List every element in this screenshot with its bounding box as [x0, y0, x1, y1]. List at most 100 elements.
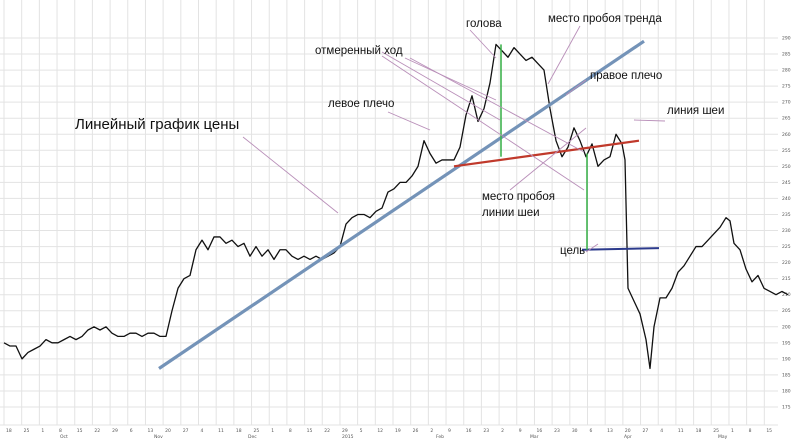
x-tick-label: 22 [324, 428, 330, 434]
label-measured-move: отмеренный ход [315, 45, 403, 57]
x-tick-label: 9 [519, 428, 522, 434]
label-head: голова [466, 18, 502, 30]
x-month-label: Mar [530, 434, 539, 440]
y-tick-label: 235 [782, 212, 791, 218]
annotation-leader-line [585, 243, 599, 253]
x-tick-label: 26 [413, 428, 419, 434]
x-tick-label: 22 [94, 428, 100, 434]
y-tick-label: 200 [782, 324, 791, 330]
annotation-leaders [242, 25, 666, 253]
x-tick-label: 6 [590, 428, 593, 434]
y-tick-label: 190 [782, 356, 791, 362]
x-month-label: Apr [624, 434, 632, 440]
x-tick-label: 25 [24, 428, 30, 434]
y-tick-label: 290 [782, 36, 791, 42]
x-tick-label: 16 [466, 428, 472, 434]
x-tick-label: 8 [289, 428, 292, 434]
y-tick-label: 220 [782, 260, 791, 266]
y-tick-label: 250 [782, 164, 791, 170]
x-month-label: Nov [154, 434, 163, 440]
annotation-leader-line [242, 136, 339, 214]
label-neckline: линия шеи [667, 105, 724, 117]
annotation-leader-line [469, 29, 497, 59]
x-tick-label: 23 [483, 428, 489, 434]
x-tick-label: 29 [342, 428, 348, 434]
annotation-leader-line [381, 55, 585, 191]
x-tick-label: 18 [236, 428, 242, 434]
x-tick-label: 8 [59, 428, 62, 434]
price-line [3, 43, 789, 370]
annotation-leader-line [547, 25, 581, 85]
x-tick-label: 8 [749, 428, 752, 434]
y-tick-label: 270 [782, 100, 791, 106]
target-line [581, 247, 660, 251]
label-target: цель [560, 245, 585, 257]
y-tick-label: 185 [782, 372, 791, 378]
y-tick-label: 195 [782, 340, 791, 346]
x-tick-label: 23 [554, 428, 560, 434]
chart-lines [3, 39, 789, 370]
y-tick-label: 280 [782, 68, 791, 74]
annotation-leader-line [387, 111, 431, 131]
x-tick-label: 11 [678, 428, 684, 434]
x-tick-label: 1 [731, 428, 734, 434]
y-tick-label: 175 [782, 405, 791, 411]
x-tick-label: 12 [377, 428, 383, 434]
x-tick-label: 25 [713, 428, 719, 434]
x-tick-label: 30 [572, 428, 578, 434]
neckline [453, 139, 640, 168]
annotation-leader-line [381, 51, 501, 121]
x-tick-label: 20 [165, 428, 171, 434]
x-month-label: Feb [436, 434, 444, 440]
x-month-label: Dec [248, 434, 257, 440]
x-tick-label: 29 [112, 428, 118, 434]
x-month-label: Oct [60, 434, 68, 440]
x-tick-label: 20 [625, 428, 631, 434]
y-tick-label: 240 [782, 196, 791, 202]
chart-grid [0, 0, 778, 426]
x-tick-label: 1 [41, 428, 44, 434]
x-tick-label: 15 [77, 428, 83, 434]
x-tick-label: 18 [696, 428, 702, 434]
annotation-leader-line [633, 119, 666, 122]
annotation-leader-line [565, 79, 587, 96]
x-tick-label: 27 [183, 428, 189, 434]
label-neck-break-1: место пробоя [482, 191, 555, 203]
x-tick-label: 13 [147, 428, 153, 434]
x-tick-label: 6 [130, 428, 133, 434]
label-trend-break: место пробоя тренда [548, 13, 662, 25]
x-month-label: May [718, 434, 728, 440]
label-neck-break-2: линии шеи [482, 207, 540, 219]
x-tick-label: 27 [643, 428, 649, 434]
y-tick-label: 255 [782, 148, 791, 154]
x-tick-label: 15 [766, 428, 772, 434]
x-tick-label: 19 [395, 428, 401, 434]
annotation-leader-line [404, 57, 497, 101]
y-tick-label: 245 [782, 180, 791, 186]
x-tick-label: 1 [271, 428, 274, 434]
x-tick-label: 2 [430, 428, 433, 434]
x-tick-label: 25 [254, 428, 260, 434]
x-tick-label: 4 [660, 428, 663, 434]
x-tick-label: 5 [360, 428, 363, 434]
chart-title: Линейный график цены [75, 116, 239, 133]
y-tick-label: 225 [782, 244, 791, 250]
x-tick-label: 2 [501, 428, 504, 434]
y-tick-label: 215 [782, 276, 791, 282]
x-tick-label: 13 [607, 428, 613, 434]
y-tick-label: 260 [782, 132, 791, 138]
y-tick-label: 205 [782, 308, 791, 314]
x-tick-label: 16 [536, 428, 542, 434]
x-axis-ticks: 18 25 1 8 15 22 29 6 13 20 27 4 11 18 25 1 8 15 22 29 5 12 19 2… [6, 428, 772, 440]
y-axis-ticks: 290 285 280 275 270 265 260 255 250 245 240 235 230 2… [782, 36, 791, 411]
y-tick-label: 180 [782, 388, 791, 394]
x-tick-label: 11 [218, 428, 224, 434]
y-tick-label: 275 [782, 84, 791, 90]
y-tick-label: 230 [782, 228, 791, 234]
x-tick-label: 18 [6, 428, 12, 434]
y-tick-label: 285 [782, 52, 791, 58]
y-tick-label: 265 [782, 116, 791, 122]
x-tick-label: 9 [448, 428, 451, 434]
x-tick-label: 4 [201, 428, 204, 434]
